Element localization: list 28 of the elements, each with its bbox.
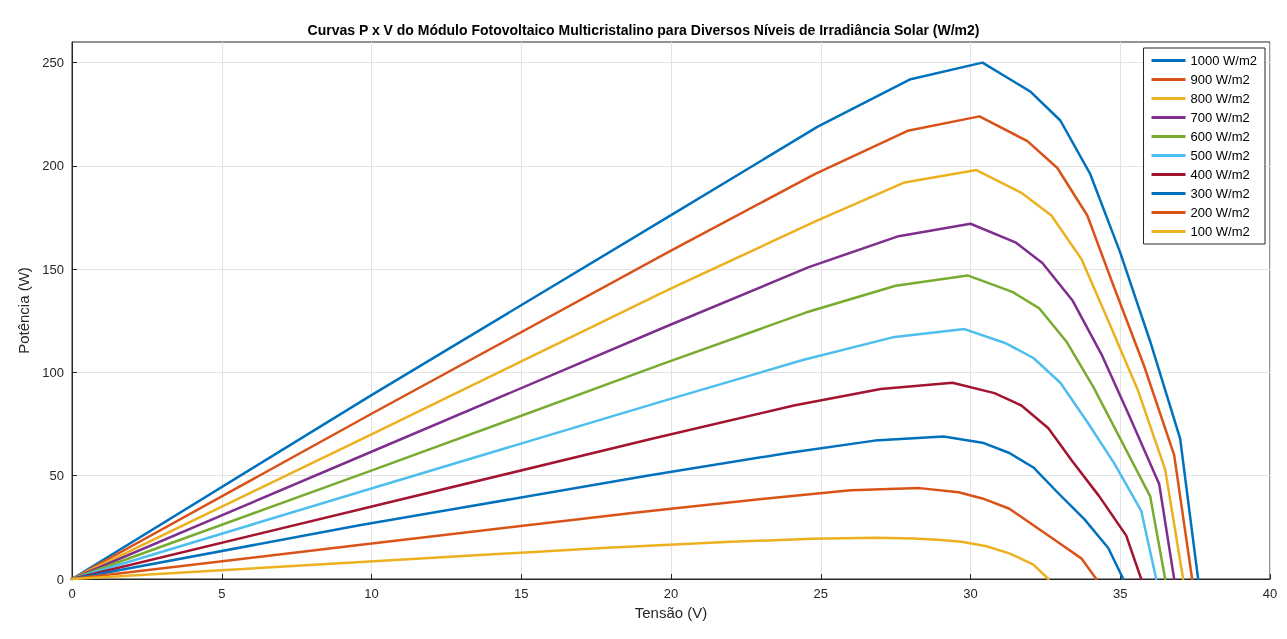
legend-label: 500 W/m2 xyxy=(1190,148,1250,163)
x-tick-label: 35 xyxy=(1113,586,1128,601)
x-tick-label: 0 xyxy=(68,586,76,601)
legend-label: 1000 W/m2 xyxy=(1190,53,1258,68)
legend-label: 600 W/m2 xyxy=(1190,129,1250,144)
chart-title: Curvas P x V do Módulo Fotovoltaico Multicristalino para Diversos Níveis de Irradiância Solar (W/m2) xyxy=(307,22,980,38)
legend-label: 800 W/m2 xyxy=(1190,91,1250,106)
y-tick-label: 50 xyxy=(49,468,64,484)
y-tick-label: 0 xyxy=(56,571,64,587)
legend-label: 200 W/m2 xyxy=(1190,205,1250,220)
x-tick-label: 30 xyxy=(963,586,978,601)
x-tick-label: 5 xyxy=(218,586,226,601)
x-tick-label: 40 xyxy=(1262,586,1278,601)
x-tick-label: 20 xyxy=(663,586,679,601)
legend-label: 400 W/m2 xyxy=(1190,167,1250,182)
x-tick-label: 25 xyxy=(813,586,828,601)
y-tick-label: 250 xyxy=(42,55,64,71)
legend-label: 100 W/m2 xyxy=(1190,224,1250,239)
legend-label: 700 W/m2 xyxy=(1190,110,1250,125)
y-tick-label: 100 xyxy=(42,364,64,380)
legend-label: 300 W/m2 xyxy=(1190,186,1250,201)
x-axis-title: Tensão (V) xyxy=(634,604,708,621)
y-axis-title: Potência (W) xyxy=(15,267,33,354)
legend-label: 900 W/m2 xyxy=(1190,72,1250,87)
x-tick-label: 10 xyxy=(364,586,379,601)
y-tick-label: 150 xyxy=(42,261,64,277)
x-tick-label: 15 xyxy=(514,586,529,601)
y-tick-label: 200 xyxy=(42,158,64,174)
